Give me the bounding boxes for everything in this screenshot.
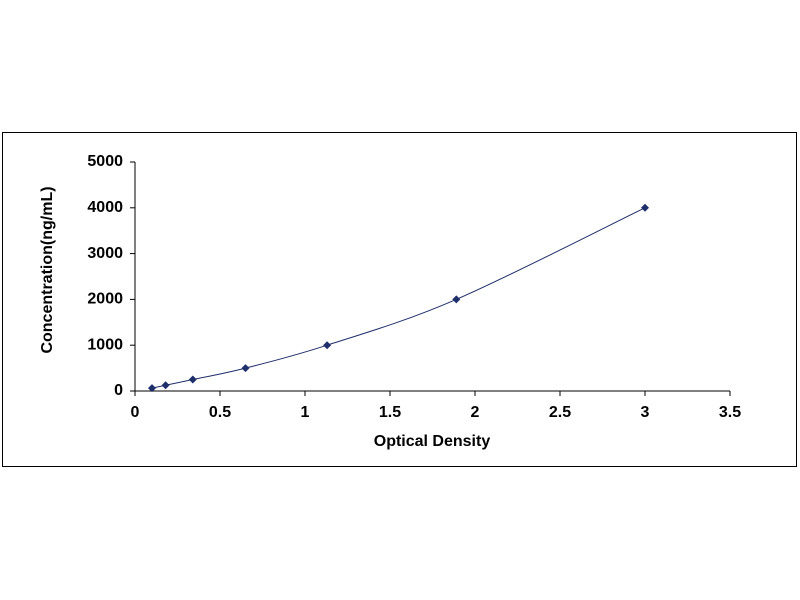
y-tick-label: 5000 (87, 153, 123, 170)
data-point (161, 381, 170, 390)
y-axis-label: Concentration(ng/mL) (39, 186, 56, 353)
data-point (452, 295, 461, 304)
x-tick-label: 1 (301, 404, 310, 421)
x-tick-label: 1.5 (379, 404, 401, 421)
y-tick-label: 2000 (87, 291, 123, 308)
x-tick-label: 3.5 (719, 404, 741, 421)
y-tick-label: 3000 (87, 245, 123, 262)
x-tick-label: 3 (641, 404, 650, 421)
y-tick-label: 0 (114, 382, 123, 399)
x-tick-label: 2 (471, 404, 480, 421)
x-tick-label: 0.5 (209, 404, 231, 421)
data-point (641, 203, 649, 212)
y-tick-label: 4000 (87, 199, 123, 216)
data-point (188, 375, 197, 384)
x-tick-label: 2.5 (549, 404, 571, 421)
x-tick-label: 0 (131, 404, 140, 421)
y-tick-label: 1000 (87, 336, 123, 353)
data-point (148, 384, 156, 393)
data-point (241, 364, 250, 373)
data-point (323, 341, 332, 350)
x-axis-label: Optical Density (374, 433, 491, 450)
